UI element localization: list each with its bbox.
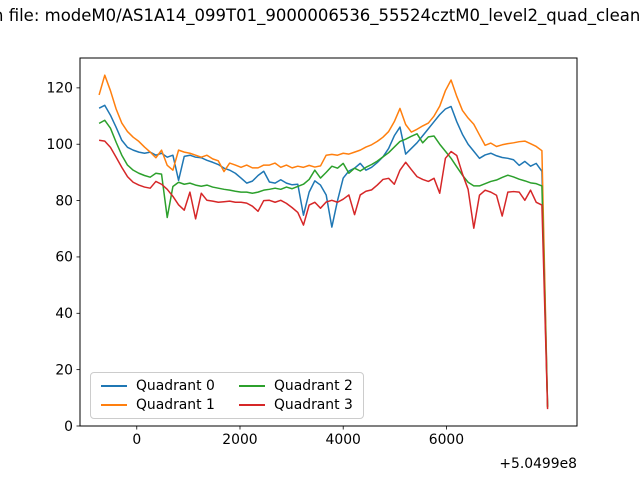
- legend-label: Quadrant 0: [136, 378, 215, 395]
- title-clip: n file: modeM0/AS1A14_099T01_9000006536_…: [0, 0, 640, 36]
- x-axis-tick-label: 0: [132, 432, 141, 448]
- legend: Quadrant 0 Quadrant 1 Quadrant 2 Quadran…: [90, 372, 364, 419]
- y-axis-tick-label: 60: [55, 250, 73, 266]
- x-axis-offset-label: +5.0499e8: [499, 456, 577, 472]
- legend-label: Quadrant 2: [274, 378, 353, 395]
- chart-title: n file: modeM0/AS1A14_099T01_9000006536_…: [0, 6, 640, 25]
- legend-line-swatch-quadrant-3: [239, 403, 265, 406]
- legend-item-quadrant-3: Quadrant 3: [239, 396, 353, 415]
- x-axis-tick-label: 4000: [326, 432, 361, 448]
- y-axis-tick-label: 0: [64, 419, 73, 435]
- y-axis-tick-label: 20: [55, 362, 73, 378]
- legend-item-quadrant-1: Quadrant 1: [101, 396, 215, 415]
- y-axis-tick-label: 120: [46, 81, 73, 97]
- series-line-quadrant-1: [98, 74, 549, 408]
- legend-item-quadrant-0: Quadrant 0: [101, 377, 215, 396]
- legend-line-swatch-quadrant-0: [101, 385, 127, 388]
- series-line-quadrant-0: [98, 104, 549, 407]
- y-axis-tick-label: 100: [46, 137, 73, 153]
- y-axis-tick-label: 80: [55, 193, 73, 209]
- axes-frame: [79, 57, 578, 427]
- x-axis-tick-label: 2000: [222, 432, 257, 448]
- x-axis-tick-label: 6000: [429, 432, 464, 448]
- series-line-quadrant-2: [98, 119, 549, 407]
- legend-label: Quadrant 1: [136, 396, 215, 413]
- y-axis-tick-label: 40: [55, 306, 73, 322]
- legend-line-swatch-quadrant-1: [101, 403, 127, 406]
- legend-label: Quadrant 3: [274, 396, 353, 413]
- series-line-quadrant-3: [98, 139, 549, 410]
- legend-line-swatch-quadrant-2: [239, 385, 265, 388]
- legend-item-quadrant-2: Quadrant 2: [239, 377, 353, 396]
